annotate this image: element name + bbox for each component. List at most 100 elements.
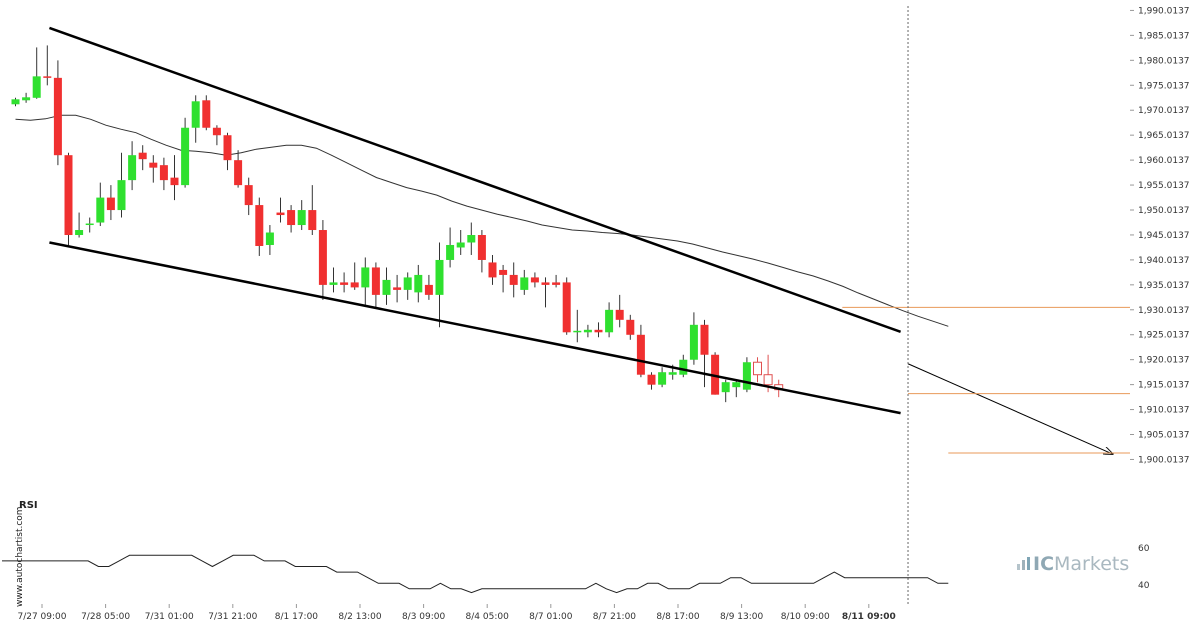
bullish-candle: [361, 257, 370, 305]
candle-body: [552, 282, 561, 285]
bearish-candle: [615, 294, 624, 328]
time-tick-label: 7/31 21:00: [208, 612, 257, 622]
time-tick-label: 8/3 09:00: [402, 612, 446, 622]
price-tick-label: 1,965.0137: [1138, 131, 1190, 141]
channel-bottom-line: [49, 241, 901, 415]
candle-body: [22, 97, 31, 101]
bullish-candle: [689, 312, 698, 365]
candle-body: [424, 284, 433, 295]
bearish-candle: [340, 272, 349, 293]
bearish-candle: [318, 220, 327, 300]
candle-body: [477, 235, 486, 260]
bullish-candle: [721, 379, 730, 403]
bullish-candle: [403, 272, 412, 300]
bearish-candle: [424, 274, 433, 300]
time-tick-label: 8/2 13:00: [338, 612, 382, 622]
bullish-candle: [742, 357, 751, 393]
candle-body: [96, 197, 105, 223]
time-tick-label: 7/28 05:00: [81, 612, 130, 622]
bullish-candle: [605, 302, 614, 338]
candle-body: [456, 242, 465, 248]
bearish-candle: [287, 205, 296, 233]
candle-body: [446, 244, 455, 260]
bearish-candle: [626, 314, 635, 340]
candle-body: [191, 101, 200, 128]
time-tick-label: 8/1 17:00: [275, 612, 319, 622]
candle-body: [700, 324, 709, 355]
candle-body: [117, 180, 126, 211]
candle-body: [170, 177, 179, 186]
candle-body: [276, 212, 285, 216]
price-tick-label: 1,935.0137: [1138, 281, 1190, 291]
bullish-candle: [679, 354, 688, 378]
bearish-candle: [138, 145, 147, 171]
candle-body: [43, 76, 52, 78]
candle-body: [509, 274, 518, 285]
levels-layer: [842, 306, 1130, 454]
candle-body: [64, 155, 73, 236]
bullish-candle: [732, 379, 741, 398]
bearish-candle: [499, 264, 508, 293]
time-tick-label: 8/8 17:00: [656, 612, 700, 622]
bearish-candle: [541, 277, 550, 308]
candle-body: [679, 359, 688, 375]
candle-body: [53, 77, 62, 156]
bearish-candle: [276, 197, 285, 223]
candle-body: [308, 210, 317, 231]
bullish-candle: [75, 212, 84, 238]
price-tick-label: 1,955.0137: [1138, 181, 1190, 191]
candle-body: [85, 223, 94, 226]
bullish-candle: [11, 97, 20, 107]
price-tick-label: 1,980.0137: [1138, 56, 1190, 66]
bullish-candle: [297, 200, 306, 231]
candle-body: [255, 205, 264, 246]
candle-body: [488, 262, 497, 278]
moving-average-line: [15, 114, 949, 327]
candle-body: [297, 210, 306, 226]
bullish-candle: [573, 309, 582, 343]
price-tick-label: 1,910.0137: [1138, 406, 1190, 416]
rsi-label: RSI: [19, 500, 38, 511]
time-tick-label: 8/9 13:00: [720, 612, 764, 622]
time-tick-label: 8/7 01:00: [529, 612, 573, 622]
bullish-candle: [32, 47, 41, 99]
candles-layer: [11, 45, 784, 403]
bearish-candle: [700, 319, 709, 388]
trendlines-layer: [48, 26, 1113, 454]
candle-body: [318, 230, 327, 285]
price-tick-label: 1,970.0137: [1138, 106, 1190, 116]
bearish-candle: [43, 45, 52, 86]
bearish-candle: [753, 357, 762, 383]
time-tick-label: 7/27 09:00: [17, 612, 66, 622]
forecast-arrow-line: [907, 363, 1113, 454]
bearish-candle: [552, 274, 561, 288]
candle-body: [75, 230, 84, 236]
candle-body: [414, 274, 423, 293]
bearish-candle: [509, 262, 518, 298]
price-tick-label: 1,930.0137: [1138, 306, 1190, 316]
price-tick-label: 1,990.0137: [1138, 6, 1190, 16]
candle-body: [583, 329, 592, 333]
bearish-candle: [149, 155, 158, 183]
brand-logo-text: ICMarkets: [1033, 553, 1129, 575]
bearish-candle: [393, 274, 402, 303]
candle-body: [668, 372, 677, 375]
bearish-candle: [159, 157, 168, 191]
price-tick-label: 1,940.0137: [1138, 256, 1190, 266]
candle-body: [562, 282, 571, 333]
bearish-candle: [647, 372, 656, 390]
candle-body: [329, 282, 338, 285]
bullish-candle: [22, 92, 31, 103]
bullish-candle: [467, 222, 476, 255]
bearish-candle: [234, 150, 243, 188]
candle-body: [615, 309, 624, 320]
brand-logo: ICMarkets: [1017, 553, 1129, 575]
candle-body: [626, 319, 635, 335]
bullish-candle: [181, 117, 190, 188]
bullish-candle: [583, 324, 592, 338]
bearish-candle: [477, 230, 486, 273]
candle-body: [763, 374, 773, 386]
bullish-candle: [85, 217, 94, 233]
candle-body: [340, 282, 349, 285]
